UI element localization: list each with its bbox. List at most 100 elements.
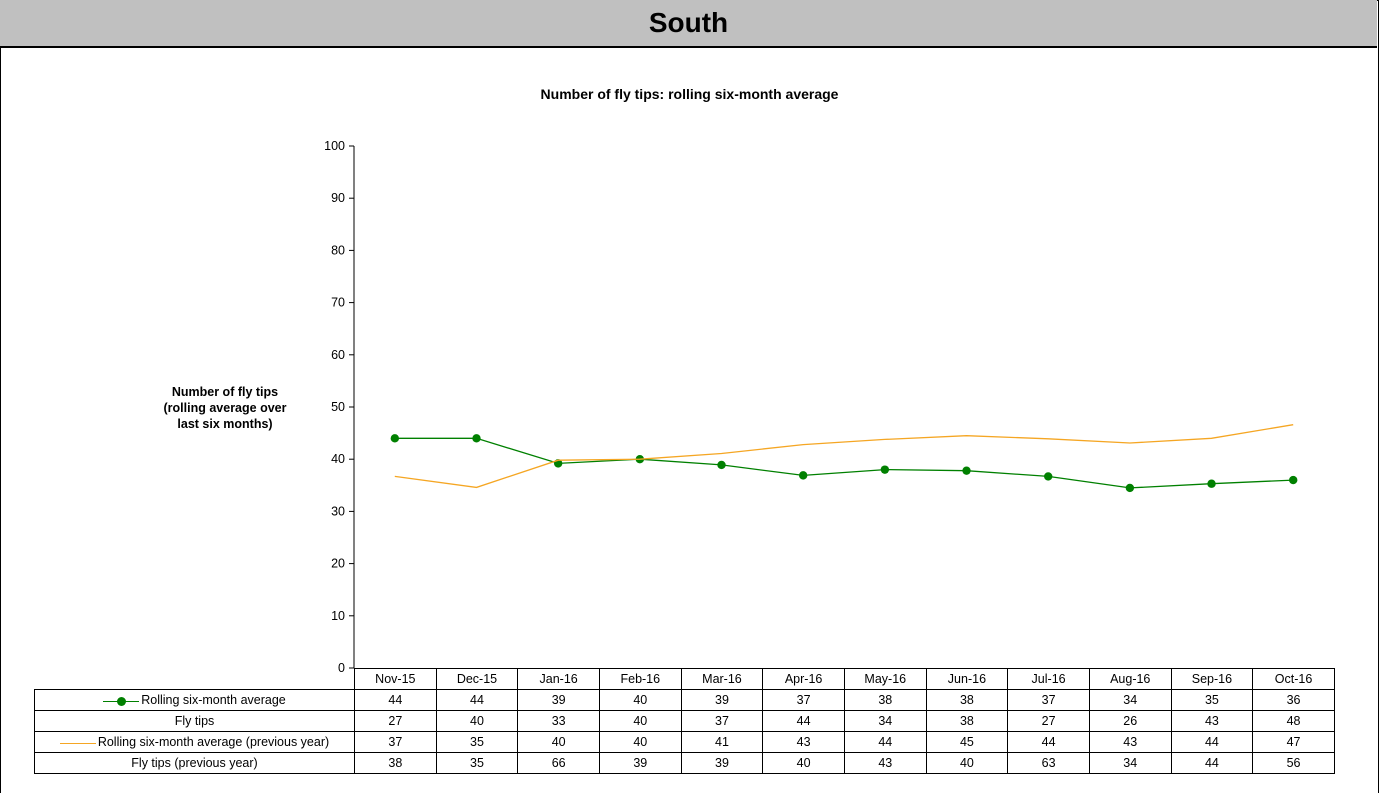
y-axis-label-line-2: (rolling average over bbox=[163, 401, 287, 415]
series-name: Fly tips bbox=[174, 714, 215, 728]
data-label: 37 bbox=[1007, 689, 1090, 711]
y-tick-label: 80 bbox=[331, 243, 345, 257]
table-row: Rolling six-month average 44 44 39 40 39 37 38 3… bbox=[34, 689, 1335, 711]
legend-entry: Fly tips bbox=[34, 710, 355, 732]
data-label: 45 bbox=[925, 731, 1009, 753]
y-tick-label: 50 bbox=[331, 400, 345, 414]
data-label: 35 bbox=[1170, 689, 1254, 711]
axes: 0 10 20 30 40 50 60 70 80 90 100 bbox=[324, 139, 355, 675]
legend-key bbox=[103, 695, 140, 707]
data-label: 43 bbox=[843, 752, 927, 774]
data-label: 39 bbox=[680, 689, 764, 711]
data-label: 40 bbox=[598, 710, 682, 732]
table-row: Rolling six-month average (previous year… bbox=[34, 731, 1335, 753]
data-label: 43 bbox=[1088, 731, 1172, 753]
data-label: 34 bbox=[1088, 752, 1172, 774]
y-tick-label: 90 bbox=[331, 191, 345, 205]
data-label: 44 bbox=[354, 689, 437, 711]
data-label: 43 bbox=[762, 731, 845, 753]
series-point bbox=[390, 434, 400, 443]
series-name: Fly tips (previous year) bbox=[131, 756, 258, 770]
data-label: 40 bbox=[762, 752, 845, 774]
x-tick-label: Jun-16 bbox=[925, 668, 1009, 690]
data-label: 38 bbox=[843, 689, 927, 711]
data-label: 40 bbox=[435, 710, 519, 732]
y-axis-label-line-3: last six months) bbox=[177, 417, 273, 431]
legend-key bbox=[59, 737, 96, 749]
data-label: 63 bbox=[1007, 752, 1090, 774]
y-tick-label: 70 bbox=[331, 296, 345, 310]
series-name: Rolling six-month average bbox=[141, 693, 286, 707]
data-label: 44 bbox=[435, 689, 519, 711]
series-point bbox=[798, 471, 808, 480]
data-label: 44 bbox=[1170, 731, 1254, 753]
x-tick-label: Sep-16 bbox=[1170, 668, 1254, 690]
data-label: 40 bbox=[517, 731, 600, 753]
data-label: 44 bbox=[762, 710, 845, 732]
y-axis-label: Number of fly tips (rolling average over… bbox=[120, 384, 330, 432]
data-label: 37 bbox=[762, 689, 845, 711]
x-tick-label: May-16 bbox=[843, 668, 927, 690]
y-tick-label: 40 bbox=[331, 452, 345, 466]
data-label: 43 bbox=[1170, 710, 1254, 732]
table-corner bbox=[35, 669, 355, 690]
series-layer bbox=[390, 424, 1298, 493]
series-point bbox=[1289, 475, 1298, 485]
legend-entry: Rolling six-month average bbox=[34, 689, 355, 711]
data-label: 44 bbox=[1007, 731, 1090, 753]
x-tick-label: Aug-16 bbox=[1088, 668, 1172, 690]
x-tick-label: Dec-15 bbox=[435, 668, 519, 690]
y-tick-label: 100 bbox=[324, 139, 345, 153]
legend-entry: Rolling six-month average (previous year… bbox=[34, 731, 355, 753]
data-label: 56 bbox=[1252, 752, 1335, 774]
data-label: 40 bbox=[925, 752, 1009, 774]
data-label: 38 bbox=[925, 710, 1009, 732]
data-label: 37 bbox=[680, 710, 764, 732]
data-label: 48 bbox=[1252, 710, 1335, 732]
data-label: 40 bbox=[598, 731, 682, 753]
series-point bbox=[1207, 479, 1216, 488]
x-tick-label: Jan-16 bbox=[517, 668, 600, 690]
y-axis-label-line-1: Number of fly tips bbox=[171, 385, 279, 399]
series-point bbox=[962, 466, 971, 475]
x-tick-label: Nov-15 bbox=[354, 668, 437, 690]
data-label: 36 bbox=[1252, 689, 1335, 711]
x-tick-label: Feb-16 bbox=[598, 668, 682, 690]
data-label: 27 bbox=[354, 710, 437, 732]
chart-title: Number of fly tips: rolling six-month av… bbox=[540, 86, 839, 102]
x-tick-label: Oct-16 bbox=[1252, 668, 1335, 690]
legend-entry: Fly tips (previous year) bbox=[34, 752, 355, 774]
series-point bbox=[717, 460, 726, 470]
data-label: 39 bbox=[598, 752, 682, 774]
data-label: 47 bbox=[1252, 731, 1335, 753]
series-point bbox=[1043, 472, 1053, 481]
x-tick-label: Jul-16 bbox=[1007, 668, 1090, 690]
data-label: 40 bbox=[598, 689, 682, 711]
table-row: Fly tips (previous year) 38 35 66 39 39 40 43 40… bbox=[34, 752, 1335, 774]
data-label: 27 bbox=[1007, 710, 1090, 732]
data-table: Nov-15 Dec-15 Jan-16 Feb-16 Mar-16 Apr-16 May-… bbox=[34, 668, 1335, 774]
data-label: 33 bbox=[517, 710, 600, 732]
data-label: 35 bbox=[435, 752, 519, 774]
x-tick-label: Apr-16 bbox=[762, 668, 845, 690]
y-tick-label: 0 bbox=[338, 661, 345, 675]
region-header: South bbox=[0, 0, 1377, 48]
series-line-0 bbox=[394, 437, 1294, 489]
y-tick-label: 30 bbox=[331, 504, 345, 518]
x-tick-label: Mar-16 bbox=[680, 668, 764, 690]
data-label: 44 bbox=[843, 731, 927, 753]
data-label: 66 bbox=[517, 752, 600, 774]
data-label: 39 bbox=[680, 752, 764, 774]
data-label: 38 bbox=[354, 752, 437, 774]
series-point bbox=[472, 434, 481, 443]
data-label: 35 bbox=[435, 731, 519, 753]
table-row: Fly tips 27 40 33 40 37 44 34 38 27 26 43 48 bbox=[34, 710, 1335, 732]
table-header-row: Nov-15 Dec-15 Jan-16 Feb-16 Mar-16 Apr-16 May-… bbox=[35, 668, 1335, 690]
data-label: 39 bbox=[517, 689, 600, 711]
y-tick-label: 10 bbox=[331, 609, 345, 623]
data-label: 41 bbox=[680, 731, 764, 753]
data-label: 38 bbox=[925, 689, 1009, 711]
series-line-2 bbox=[394, 424, 1294, 489]
series-point bbox=[1125, 483, 1135, 493]
